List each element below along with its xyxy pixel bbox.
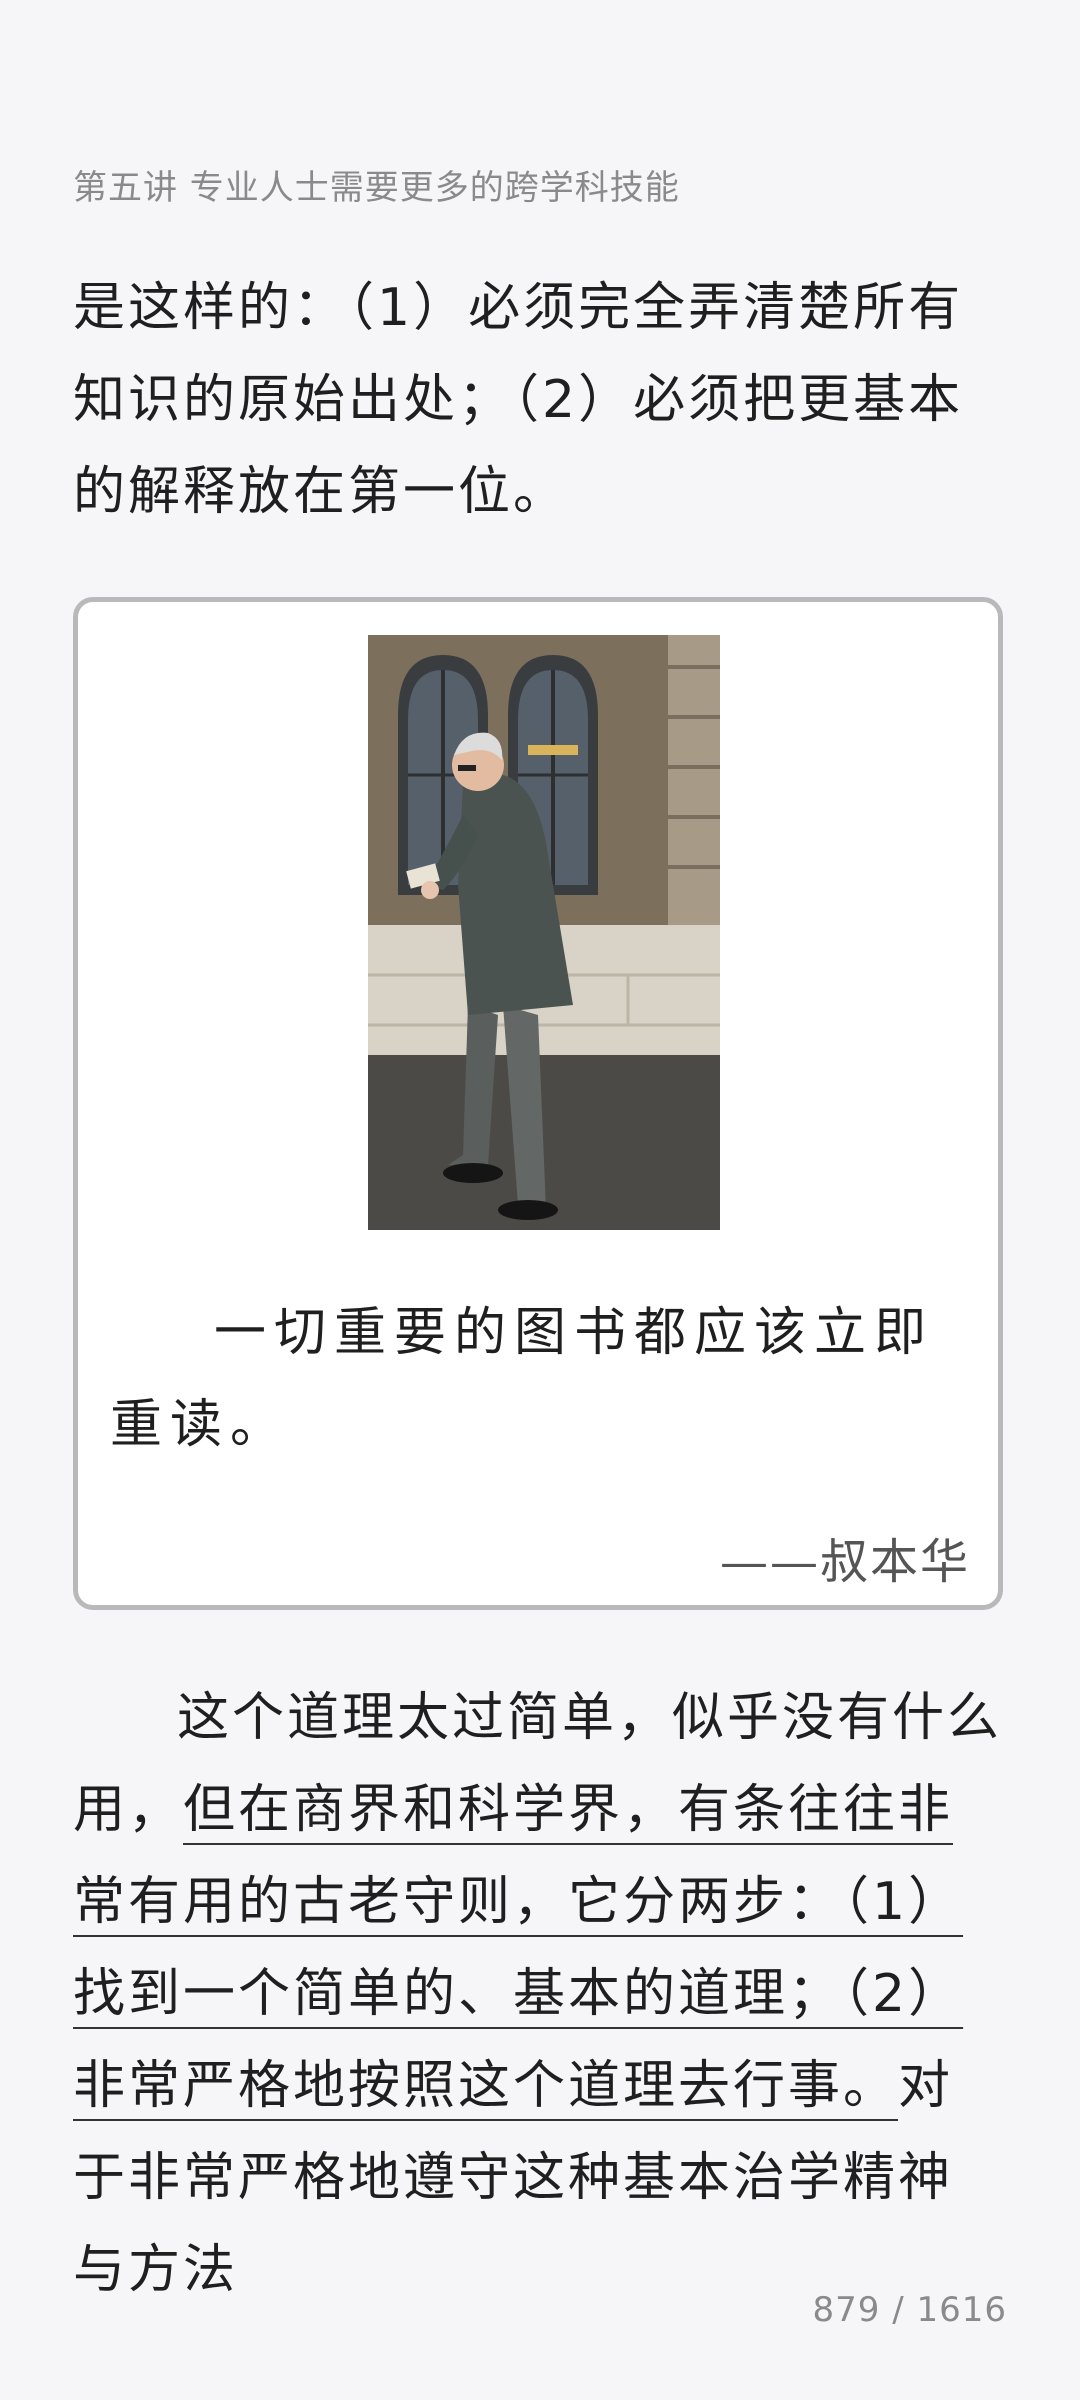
quote-photo[interactable] (368, 635, 720, 1230)
quote-box: 一切重要的图书都应该立即重读。 ——叔本华 (73, 597, 1003, 1610)
paragraph-text-after[interactable]: 对于非常严格地遵守这种基本治学精神与方法 (73, 2056, 954, 2300)
top-paragraph[interactable]: 是这样的：（1）必须完全弄清楚所有知识的原始出处；（2）必须把更基本的解释放在第… (73, 278, 964, 522)
quote-author: ——叔本华 (719, 1534, 970, 1590)
paragraph-text-before[interactable]: 这个道理太过简单，似乎没有什么用， (73, 1688, 1003, 1840)
page-indicator: 879 / 1616 (812, 2290, 1007, 2330)
chapter-title: 第五讲 专业人士需要更多的跨学科技能 (73, 168, 680, 208)
quote-text[interactable]: 一切重要的图书都应该立即重读。 (110, 1303, 935, 1455)
underlined-highlight[interactable]: 但在商界和科学界，有条往往非常有用的古老守则，它分两步：（1）找到一个简单的、基… (73, 1780, 964, 2116)
bottom-paragraph[interactable]: 这个道理太过简单，似乎没有什么用，但在商界和科学界，有条往往非常有用的古老守则，… (73, 1672, 1007, 2316)
